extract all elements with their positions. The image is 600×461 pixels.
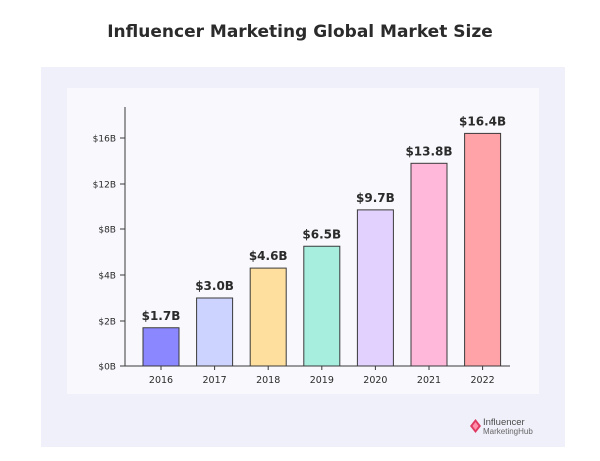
x-tick-label: 2022 [471, 375, 495, 386]
influencer-marketing-hub-logo: Influencer MarketingHub [470, 416, 570, 440]
y-tick-label: $4B [98, 272, 116, 282]
diamond-logo-icon [470, 419, 481, 433]
y-tick-label: $12B [93, 181, 116, 191]
bar-2017 [196, 297, 234, 367]
data-label-2022: $16.4B [459, 114, 506, 128]
x-tick-label: 2020 [363, 375, 387, 386]
logo-text-line2: MarketingHub [483, 427, 533, 436]
data-label-2017: $3.0B [195, 279, 234, 293]
data-label-2020: $9.7B [356, 191, 395, 205]
x-tick-label: 2019 [310, 375, 334, 386]
data-label-2021: $13.8B [405, 144, 452, 158]
bar-2022 [464, 132, 502, 367]
y-tick-label: $0B [98, 363, 116, 373]
data-label-2019: $6.5B [302, 227, 341, 241]
y-tick-label: $16B [93, 135, 116, 145]
data-label-2016: $1.7B [142, 309, 181, 323]
bar-2018 [249, 267, 287, 367]
x-tick-label: 2021 [417, 375, 441, 386]
bar-2016 [142, 327, 180, 367]
bar-2019 [303, 245, 341, 367]
data-label-2018: $4.6B [249, 249, 288, 263]
logo-text-line1: Influencer [483, 417, 525, 428]
page-title: Influencer Marketing Global Market Size [107, 22, 493, 42]
bar-2021 [410, 162, 448, 367]
y-tick-label: $2B [98, 318, 116, 328]
x-tick-label: 2018 [256, 375, 280, 386]
y-tick-label: $8B [98, 226, 116, 236]
x-tick-label: 2017 [203, 375, 227, 386]
x-tick-label: 2016 [149, 375, 173, 386]
bar-2020 [356, 209, 394, 367]
